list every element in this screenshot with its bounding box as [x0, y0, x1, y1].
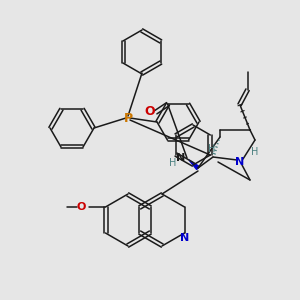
- Text: N: N: [180, 233, 189, 243]
- Text: H: H: [251, 147, 259, 157]
- Text: N: N: [176, 153, 186, 163]
- Polygon shape: [189, 160, 199, 169]
- Text: N: N: [236, 157, 244, 167]
- Text: H: H: [169, 158, 177, 168]
- Text: P: P: [123, 112, 133, 124]
- Text: H: H: [208, 144, 216, 154]
- Text: O: O: [77, 202, 86, 212]
- Text: O: O: [144, 105, 155, 118]
